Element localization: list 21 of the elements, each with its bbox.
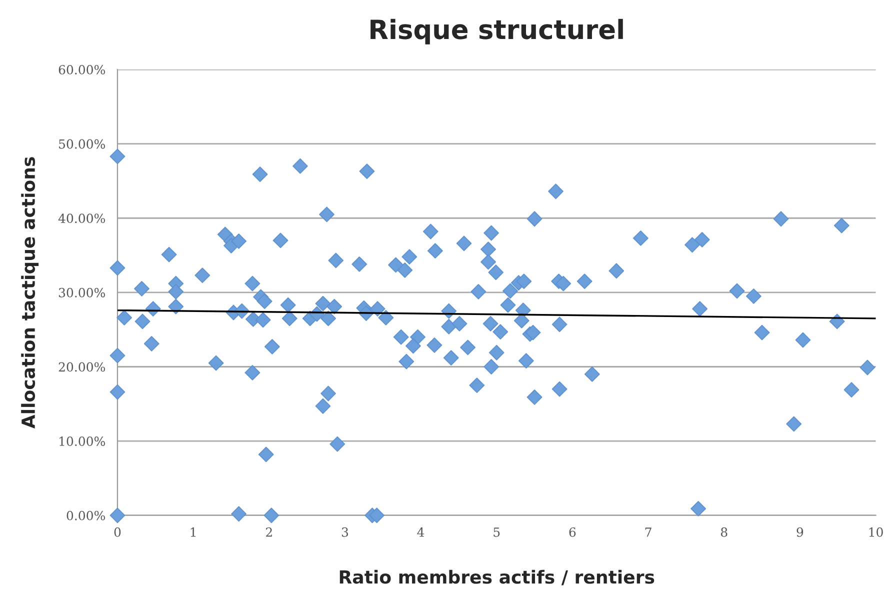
x-tick-label: 9 (796, 527, 804, 537)
y-axis-title: Allocation tactique actions (21, 157, 39, 429)
y-tick-label: 50.00% (59, 139, 105, 149)
y-tick-label: 10.00% (60, 436, 105, 446)
x-tick-label: 10 (869, 527, 883, 537)
x-tick-label: 4 (417, 527, 424, 537)
x-tick-label: 3 (342, 527, 348, 537)
x-tick-label: 1 (190, 527, 196, 537)
y-tick-label: 20.00% (58, 362, 105, 372)
y-tick-label: 60.00% (58, 64, 105, 74)
x-tick-label: 2 (266, 527, 272, 537)
x-tick-label: 0 (114, 527, 121, 537)
x-tick-label: 7 (645, 528, 652, 537)
y-tick-label: 30.00% (58, 288, 105, 298)
y-tick-label: 0.00% (66, 510, 105, 520)
x-tick-label: 5 (494, 528, 500, 537)
x-tick-label: 8 (720, 527, 728, 537)
x-tick-label: 6 (569, 527, 576, 537)
chart-title: Risque structurel (370, 18, 623, 44)
x-axis-title: Ratio membres actifs / rentiers (340, 570, 654, 586)
y-tick-label: 40.00% (58, 214, 105, 224)
